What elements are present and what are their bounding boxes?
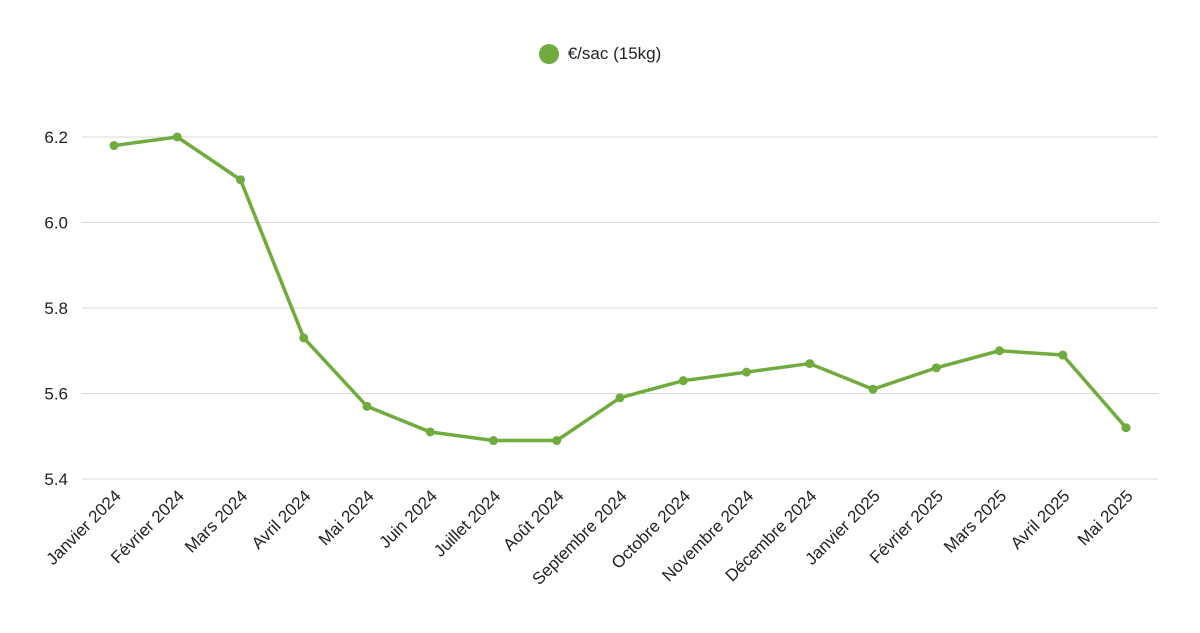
series xyxy=(109,132,1131,446)
y-tick-label: 5.8 xyxy=(44,299,68,318)
data-point xyxy=(1058,350,1068,360)
x-tick-label: Juillet 2024 xyxy=(430,486,504,560)
x-tick-label: Avril 2025 xyxy=(1007,486,1074,553)
data-point xyxy=(678,376,688,386)
y-tick-label: 6.2 xyxy=(44,128,68,147)
y-tick-label: 5.6 xyxy=(44,385,68,404)
data-point xyxy=(299,333,309,343)
data-point xyxy=(172,132,182,142)
gridlines xyxy=(82,136,1158,480)
x-tick-label: Août 2024 xyxy=(499,486,567,554)
x-tick-label: Juin 2024 xyxy=(376,486,442,552)
legend-label: €/sac (15kg) xyxy=(567,44,662,63)
y-tick-label: 6.0 xyxy=(44,214,68,233)
data-point xyxy=(615,393,625,403)
data-point xyxy=(425,427,435,437)
data-point xyxy=(109,141,119,151)
x-tick-label: Mai 2024 xyxy=(315,486,378,549)
y-tick-label: 5.4 xyxy=(44,470,68,489)
x-tick-label: Mai 2025 xyxy=(1074,486,1137,549)
data-point xyxy=(552,436,562,446)
data-point xyxy=(868,384,878,394)
data-point xyxy=(742,367,751,377)
x-tick-label: Mars 2025 xyxy=(940,486,1010,556)
data-point xyxy=(931,363,941,373)
data-point xyxy=(236,175,245,185)
x-tick-label: Avril 2024 xyxy=(248,486,315,553)
legend-marker xyxy=(538,44,559,64)
x-tick-label: Mars 2024 xyxy=(181,486,251,556)
data-point xyxy=(995,346,1004,356)
data-point xyxy=(1121,423,1131,433)
data-point xyxy=(489,436,498,446)
legend: €/sac (15kg) xyxy=(0,44,1200,64)
data-point xyxy=(805,359,815,369)
y-axis-tick-labels: 5.4 5.6 5.8 6.0 6.2 xyxy=(44,128,68,489)
data-point xyxy=(362,401,372,411)
